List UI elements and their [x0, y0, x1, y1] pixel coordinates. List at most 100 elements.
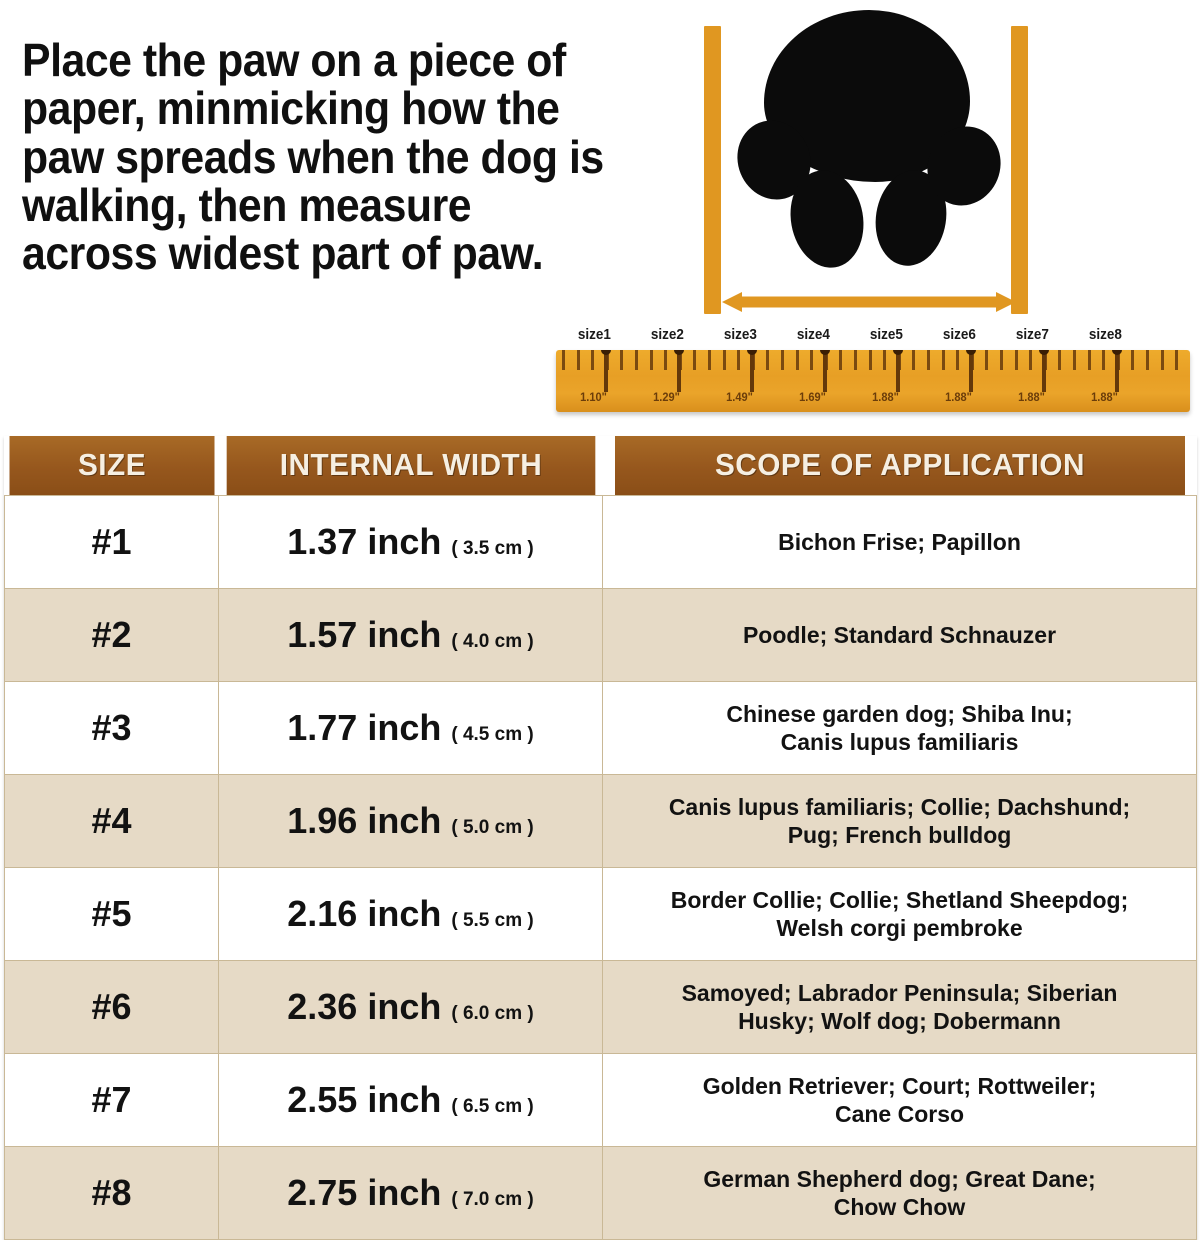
- ruler-tick-minor: [1160, 350, 1164, 370]
- scope-line: Samoyed; Labrador Peninsula; Siberian: [681, 979, 1118, 1006]
- ruler-size-label-7: size7: [1015, 326, 1049, 343]
- cell-size: #2: [4, 588, 219, 682]
- width-centimeters: ( 5.0 cm ): [451, 817, 534, 838]
- width-inches: 2.16 inch: [287, 893, 452, 934]
- ruler-tick-dot: [674, 350, 684, 355]
- scope-line: Canis lupus familiaris; Collie; Dachshun…: [668, 793, 1131, 820]
- column-header-scope-of-application: SCOPE OF APPLICATION: [614, 436, 1185, 496]
- cell-size: #4: [4, 774, 219, 868]
- ruler-inch-label-8: 1.88": [1091, 390, 1118, 404]
- ruler-tick-minor: [868, 350, 872, 370]
- table-row: #6 2.36 inch ( 6.0 cm ) Samoyed; Labrador …: [4, 960, 1197, 1054]
- column-header-internal-width: INTERNAL WIDTH: [226, 436, 595, 496]
- instruction-and-diagram-section: Place the paw on a piece of paper, minmi…: [0, 0, 1200, 432]
- scope-line: Welsh corgi pembroke: [776, 915, 1023, 941]
- ruler-tick-dot: [747, 350, 757, 355]
- ruler-tick-dot: [1039, 350, 1049, 355]
- cell-size: #1: [4, 495, 219, 589]
- ruler-tick-minor: [635, 350, 638, 370]
- width-inches: 2.55 inch: [287, 1079, 452, 1120]
- scope-line: Cane Corso: [834, 1101, 965, 1127]
- ruler-tick-minor: [1146, 350, 1149, 370]
- scope-line: Husky; Wolf dog; Dobermann: [738, 1008, 1061, 1034]
- table-row: #8 2.75 inch ( 7.0 cm ) German Shepherd do…: [4, 1146, 1197, 1240]
- width-centimeters: ( 6.0 cm ): [451, 1003, 534, 1024]
- ruler-tick-minor: [591, 350, 595, 370]
- cell-size: #7: [4, 1053, 219, 1147]
- ruler-tick-minor: [1073, 350, 1076, 370]
- measuring-ruler: size1 size2 size3 size4 size5 size6 size7 size8…: [556, 326, 1190, 426]
- ruler-inch-label-3: 1.49": [726, 390, 753, 404]
- ruler-tick-minor: [576, 350, 580, 370]
- cell-internal-width: 1.57 inch ( 4.0 cm ): [218, 588, 603, 682]
- ruler-inch-label-5: 1.88": [872, 390, 899, 404]
- cell-scope-of-application: Bichon Frise; Papillon: [602, 495, 1197, 589]
- cell-internal-width: 2.75 inch ( 7.0 cm ): [218, 1146, 603, 1240]
- scope-line: Canis lupus familiaris: [780, 729, 1019, 755]
- cell-internal-width: 2.36 inch ( 6.0 cm ): [218, 960, 603, 1054]
- ruler-tick-minor: [1175, 350, 1179, 370]
- ruler-inch-label-7: 1.88": [1018, 390, 1045, 404]
- ruler-tick-minor: [956, 350, 960, 370]
- scope-line: Border Collie; Collie; Shetland Sheepdog…: [670, 886, 1129, 913]
- cell-scope-of-application: Chinese garden dog; Shiba Inu; Canis lupu…: [602, 681, 1197, 775]
- ruler-size-label-5: size5: [869, 326, 903, 343]
- width-inches: 1.77 inch: [287, 707, 452, 748]
- ruler-tick-minor: [620, 350, 624, 370]
- size-chart-table: SIZE INTERNAL WIDTH SCOPE OF APPLICATION…: [4, 436, 1197, 1240]
- width-centimeters: ( 4.5 cm ): [451, 724, 534, 745]
- ruler-tick-minor: [781, 350, 784, 370]
- table-row: #5 2.16 inch ( 5.5 cm ) Border Collie; Col…: [4, 867, 1197, 961]
- ruler-tick-minor: [1014, 350, 1018, 370]
- scope-line: Bichon Frise; Papillon: [778, 528, 1021, 555]
- scope-line: Chow Chow: [833, 1194, 966, 1220]
- ruler-tick-major: [893, 350, 903, 392]
- cell-internal-width: 1.37 inch ( 3.5 cm ): [218, 495, 603, 589]
- table-row: #3 1.77 inch ( 4.5 cm ) Chinese garden dog…: [4, 681, 1197, 775]
- ruler-size-label-6: size6: [942, 326, 976, 343]
- ruler-tick-minor: [912, 350, 916, 370]
- ruler-size-label-3: size3: [723, 326, 757, 343]
- table-header-row: SIZE INTERNAL WIDTH SCOPE OF APPLICATION: [5, 436, 1197, 496]
- table-row: #4 1.96 inch ( 5.0 cm ) Canis lupus famili…: [4, 774, 1197, 868]
- cell-scope-of-application: Golden Retriever; Court; Rottweiler; Cane…: [602, 1053, 1197, 1147]
- cell-size: #8: [4, 1146, 219, 1240]
- scope-line: Golden Retriever; Court; Rottweiler;: [702, 1072, 1097, 1099]
- ruler-body: 1.10" 1.29" 1.49" 1.69" 1.88" 1.88" 1.88" 1.88": [556, 350, 1190, 412]
- ruler-tick-minor: [985, 350, 989, 370]
- ruler-tick-minor: [1102, 350, 1106, 370]
- ruler-size-label-1: size1: [577, 326, 611, 343]
- ruler-size-label-8: size8: [1088, 326, 1122, 343]
- width-inches: 2.75 inch: [287, 1172, 452, 1213]
- ruler-tick-dot: [601, 350, 611, 355]
- scope-line: German Shepherd dog; Great Dane;: [703, 1165, 1096, 1192]
- ruler-tick-dot: [893, 350, 903, 355]
- ruler-tick-minor: [854, 350, 857, 370]
- scope-line: Chinese garden dog; Shiba Inu;: [726, 700, 1073, 727]
- ruler-inch-label-6: 1.88": [945, 390, 972, 404]
- ruler-tick-major: [1112, 350, 1122, 392]
- cell-internal-width: 2.55 inch ( 6.5 cm ): [218, 1053, 603, 1147]
- dog-paw-measurement-illustration: [700, 4, 1040, 316]
- cell-internal-width: 1.77 inch ( 4.5 cm ): [218, 681, 603, 775]
- ruler-tick-minor: [927, 350, 930, 370]
- ruler-tick-major: [601, 350, 611, 392]
- width-inches: 2.36 inch: [287, 986, 452, 1027]
- ruler-tick-minor: [839, 350, 843, 370]
- ruler-tick-minor: [737, 350, 741, 370]
- table-body: #1 1.37 inch ( 3.5 cm ) Bichon Frise; Papi…: [4, 495, 1197, 1240]
- cell-internal-width: 1.96 inch ( 5.0 cm ): [218, 774, 603, 868]
- table-row: #2 1.57 inch ( 4.0 cm ) Poodle; Standard S…: [4, 588, 1197, 682]
- measure-post-left: [704, 26, 721, 314]
- scope-line: Pug; French bulldog: [787, 822, 1012, 848]
- cell-size: #5: [4, 867, 219, 961]
- ruler-tick-minor: [1058, 350, 1062, 370]
- ruler-tick-minor: [1000, 350, 1003, 370]
- ruler-inch-label-4: 1.69": [799, 390, 826, 404]
- ruler-tick-major: [674, 350, 684, 392]
- ruler-tick-minor: [1131, 350, 1135, 370]
- ruler-tick-minor: [562, 350, 565, 370]
- table-row: #1 1.37 inch ( 3.5 cm ) Bichon Frise; Papi…: [4, 495, 1197, 589]
- column-header-size: SIZE: [8, 436, 215, 496]
- ruler-tick-minor: [766, 350, 770, 370]
